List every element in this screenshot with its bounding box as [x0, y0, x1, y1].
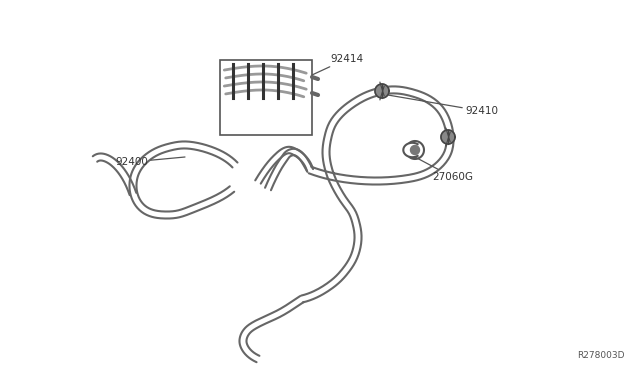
Circle shape — [410, 145, 419, 154]
Text: R278003D: R278003D — [577, 351, 625, 360]
Text: 27060G: 27060G — [415, 157, 473, 182]
Text: 92400: 92400 — [115, 157, 185, 167]
Bar — [220, 60, 312, 135]
Polygon shape — [375, 84, 389, 98]
Text: 92414: 92414 — [312, 54, 363, 75]
Polygon shape — [441, 130, 455, 144]
Text: 92410: 92410 — [382, 94, 498, 116]
